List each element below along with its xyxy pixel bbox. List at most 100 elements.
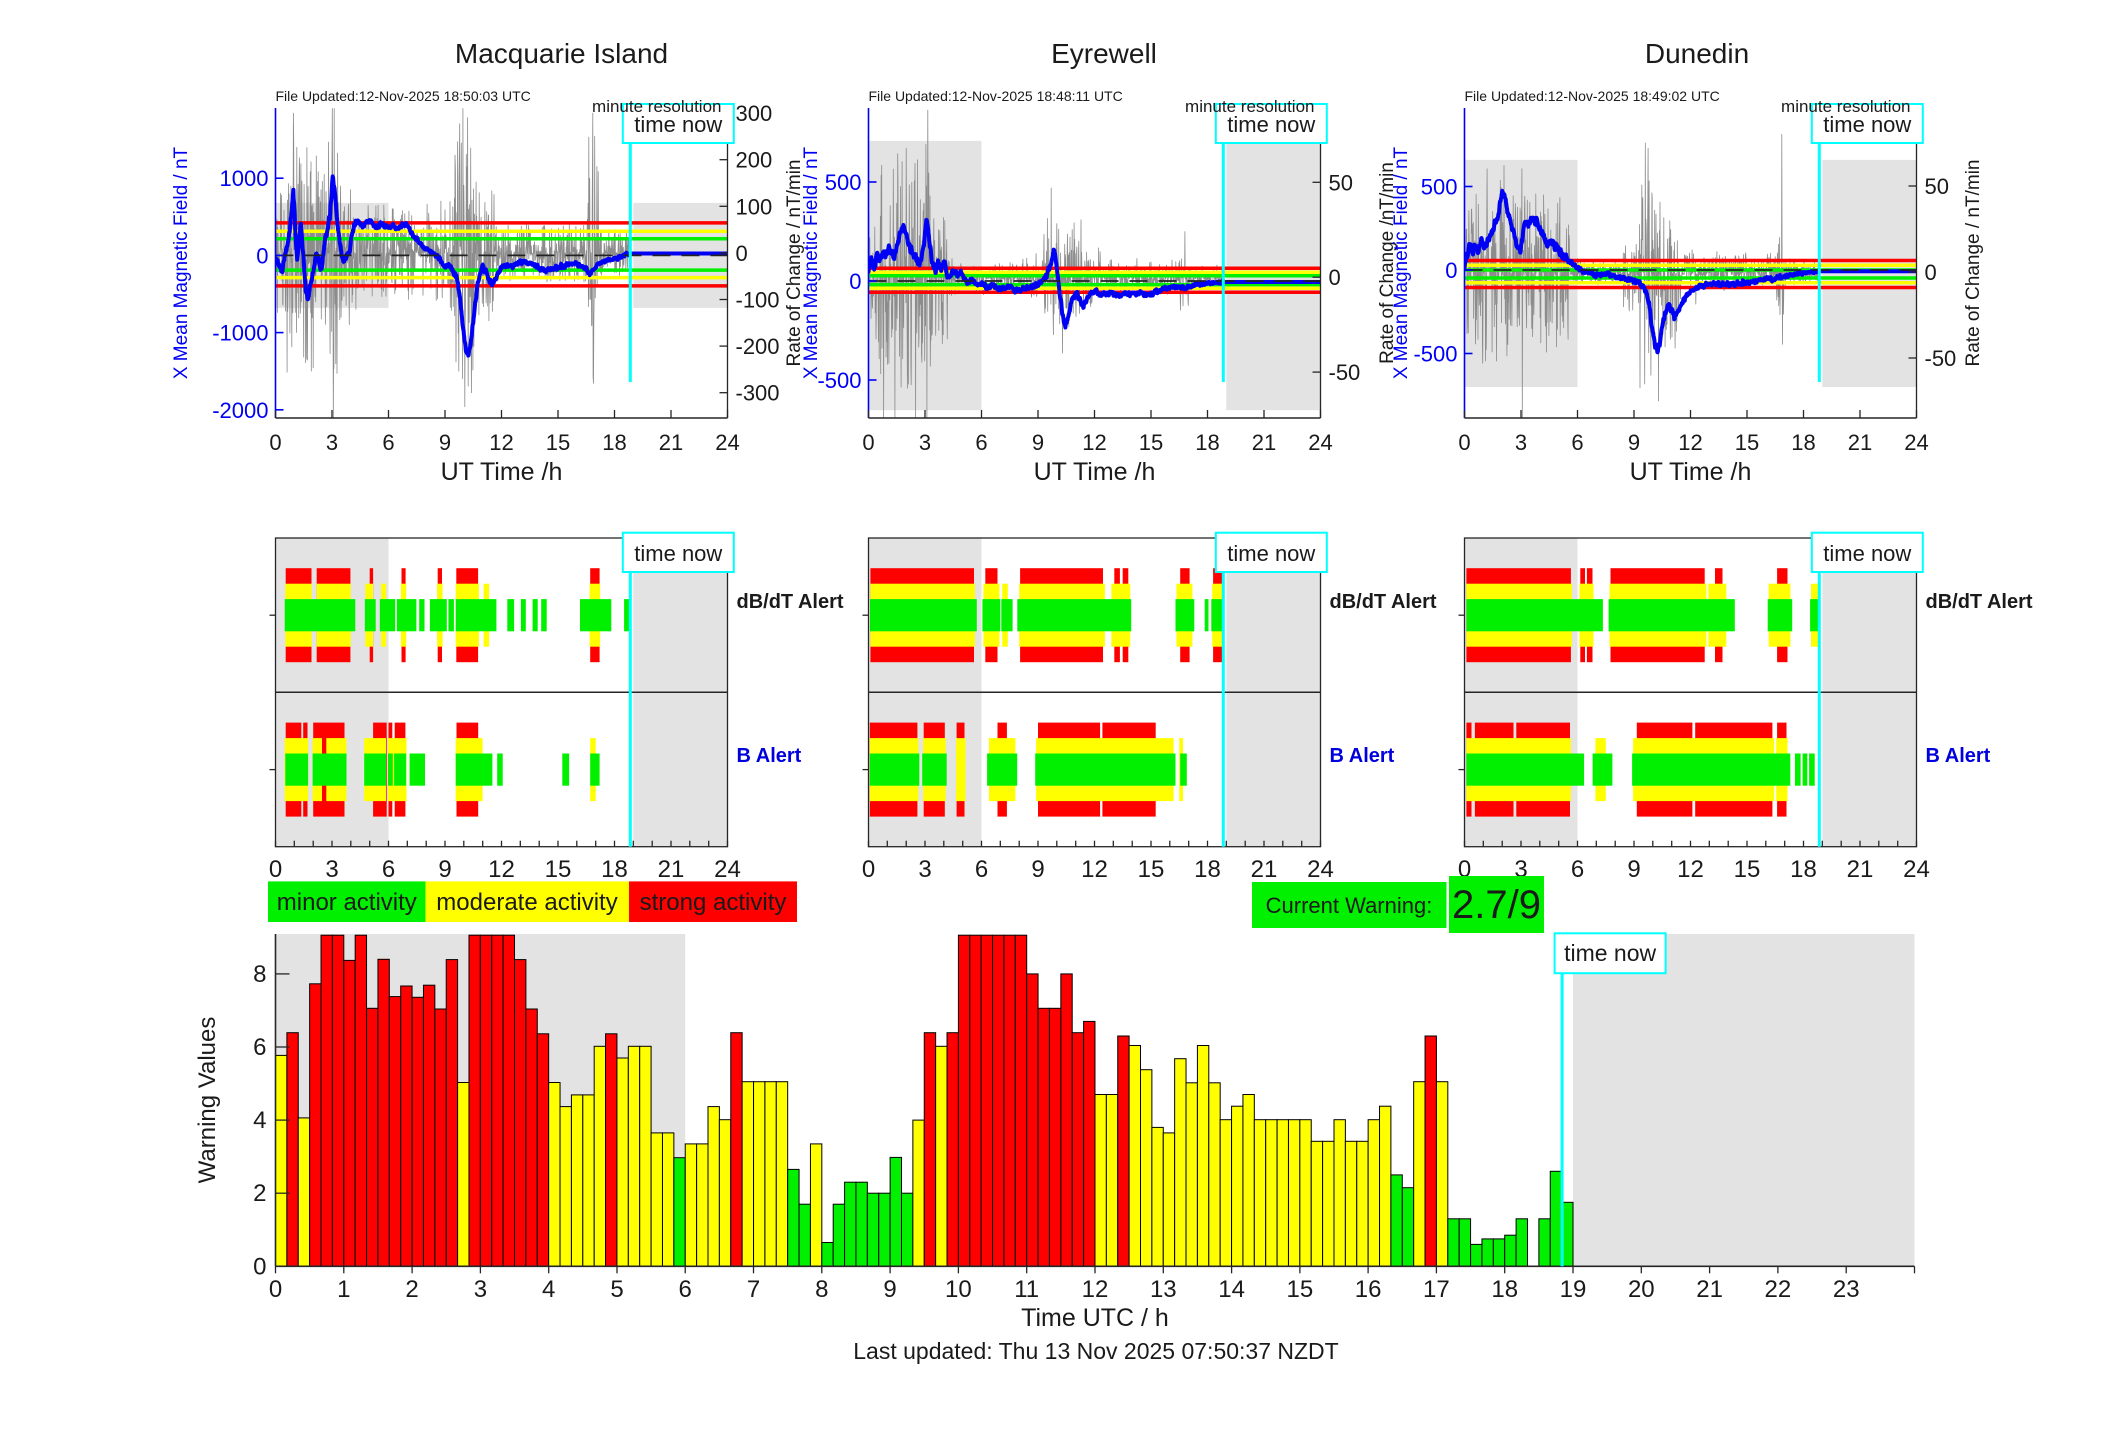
svg-text:UT Time /h: UT Time /h [1630, 458, 1752, 486]
svg-text:File Updated:12-Nov-2025 18:49: File Updated:12-Nov-2025 18:49:02 UTC [1465, 88, 1720, 104]
svg-text:-200: -200 [736, 334, 780, 359]
svg-text:File Updated:12-Nov-2025 18:48: File Updated:12-Nov-2025 18:48:11 UTC [869, 88, 1123, 104]
svg-text:1000: 1000 [220, 166, 269, 191]
svg-text:Last updated: Thu 13 Nov 2025: Last updated: Thu 13 Nov 2025 07:50:37 N… [853, 1338, 1338, 1364]
svg-text:7: 7 [747, 1276, 760, 1303]
svg-text:6: 6 [253, 1034, 266, 1061]
svg-text:12: 12 [1677, 856, 1704, 883]
svg-text:10: 10 [945, 1276, 972, 1303]
svg-text:minor activity: minor activity [277, 889, 417, 916]
svg-text:-50: -50 [1925, 346, 1957, 371]
svg-text:21: 21 [1848, 430, 1872, 455]
svg-text:21: 21 [1251, 856, 1278, 883]
svg-text:18: 18 [601, 856, 628, 883]
svg-text:0: 0 [269, 430, 281, 455]
svg-text:dB/dT Alert: dB/dT Alert [1926, 591, 2033, 613]
svg-text:5: 5 [610, 1276, 623, 1303]
svg-text:6: 6 [1571, 430, 1583, 455]
svg-text:6: 6 [975, 856, 988, 883]
svg-text:1: 1 [337, 1276, 350, 1303]
svg-text:0: 0 [269, 856, 282, 883]
svg-text:2: 2 [405, 1276, 418, 1303]
svg-text:16: 16 [1355, 1276, 1382, 1303]
svg-text:300: 300 [736, 101, 773, 126]
svg-text:B Alert: B Alert [737, 745, 802, 767]
svg-text:strong activity: strong activity [640, 889, 787, 916]
svg-text:21: 21 [658, 856, 685, 883]
svg-text:8: 8 [815, 1276, 828, 1303]
svg-text:time now: time now [1823, 541, 1911, 566]
svg-text:13: 13 [1150, 1276, 1177, 1303]
svg-text:23: 23 [1833, 1276, 1860, 1303]
svg-text:Dunedin: Dunedin [1645, 38, 1749, 69]
svg-text:2: 2 [253, 1180, 266, 1207]
svg-text:-50: -50 [1329, 360, 1361, 385]
svg-text:15: 15 [546, 430, 570, 455]
svg-text:2.7/9: 2.7/9 [1452, 883, 1541, 927]
svg-text:Eyrewell: Eyrewell [1051, 38, 1157, 69]
svg-text:minute resolution: minute resolution [592, 97, 721, 116]
svg-text:Rate of Change / nT/min: Rate of Change / nT/min [784, 160, 805, 367]
svg-text:dB/dT Alert: dB/dT Alert [737, 591, 844, 613]
svg-text:9: 9 [438, 856, 451, 883]
svg-text:Time UTC / h: Time UTC / h [1021, 1304, 1169, 1332]
svg-text:X Mean Magnetic Field / nT: X Mean Magnetic Field / nT [171, 146, 192, 379]
svg-text:6: 6 [382, 856, 395, 883]
svg-text:15: 15 [1139, 430, 1163, 455]
svg-text:11: 11 [1014, 1276, 1039, 1303]
svg-text:X Mean Magnetic Field / nT: X Mean Magnetic Field / nT [801, 146, 822, 379]
svg-text:time now: time now [1227, 112, 1315, 137]
svg-text:12: 12 [1082, 430, 1106, 455]
svg-text:8: 8 [253, 961, 266, 988]
svg-text:100: 100 [736, 194, 773, 219]
svg-text:22: 22 [1765, 1276, 1792, 1303]
svg-text:-500: -500 [817, 368, 861, 393]
svg-text:0: 0 [1329, 265, 1341, 290]
svg-text:9: 9 [883, 1276, 896, 1303]
svg-text:-100: -100 [736, 288, 780, 313]
svg-text:21: 21 [1847, 856, 1874, 883]
svg-text:3: 3 [919, 430, 931, 455]
svg-text:0: 0 [736, 241, 748, 266]
svg-text:15: 15 [1734, 856, 1761, 883]
svg-text:0: 0 [862, 856, 875, 883]
svg-text:6: 6 [1571, 856, 1584, 883]
svg-text:3: 3 [474, 1276, 487, 1303]
svg-text:0: 0 [253, 1253, 266, 1280]
svg-text:time now: time now [634, 112, 722, 137]
svg-text:0: 0 [1925, 260, 1937, 285]
svg-text:minute resolution: minute resolution [1185, 97, 1314, 116]
svg-text:20: 20 [1628, 1276, 1655, 1303]
svg-text:24: 24 [714, 856, 741, 883]
svg-text:24: 24 [1903, 856, 1930, 883]
svg-text:dB/dT Alert: dB/dT Alert [1330, 591, 1437, 613]
svg-text:12: 12 [488, 856, 515, 883]
svg-text:Rate of Change / nT/min: Rate of Change / nT/min [1963, 160, 1984, 367]
svg-text:50: 50 [1329, 170, 1353, 195]
svg-text:X Mean Magnetic Field / nT: X Mean Magnetic Field / nT [1391, 146, 1412, 379]
svg-text:12: 12 [489, 430, 513, 455]
svg-text:UT Time /h: UT Time /h [1034, 458, 1156, 486]
svg-text:B Alert: B Alert [1330, 745, 1395, 767]
svg-text:9: 9 [1628, 430, 1640, 455]
svg-text:9: 9 [439, 430, 451, 455]
svg-text:19: 19 [1560, 1276, 1587, 1303]
svg-text:15: 15 [1735, 430, 1759, 455]
svg-text:500: 500 [825, 170, 862, 195]
svg-text:18: 18 [602, 430, 626, 455]
svg-text:Warning Values: Warning Values [194, 1017, 221, 1184]
svg-text:time now: time now [1564, 940, 1656, 966]
svg-text:9: 9 [1032, 430, 1044, 455]
svg-text:0: 0 [269, 1276, 282, 1303]
svg-text:12: 12 [1082, 1276, 1109, 1303]
svg-text:24: 24 [1307, 856, 1334, 883]
svg-text:3: 3 [1515, 430, 1527, 455]
svg-text:500: 500 [1421, 175, 1458, 200]
svg-text:24: 24 [1308, 430, 1332, 455]
svg-text:File Updated:12-Nov-2025 18:50: File Updated:12-Nov-2025 18:50:03 UTC [276, 88, 531, 104]
svg-text:moderate activity: moderate activity [436, 889, 617, 916]
svg-text:3: 3 [918, 856, 931, 883]
svg-text:-500: -500 [1413, 342, 1457, 367]
svg-text:UT Time /h: UT Time /h [441, 458, 563, 486]
svg-text:0: 0 [1458, 430, 1470, 455]
